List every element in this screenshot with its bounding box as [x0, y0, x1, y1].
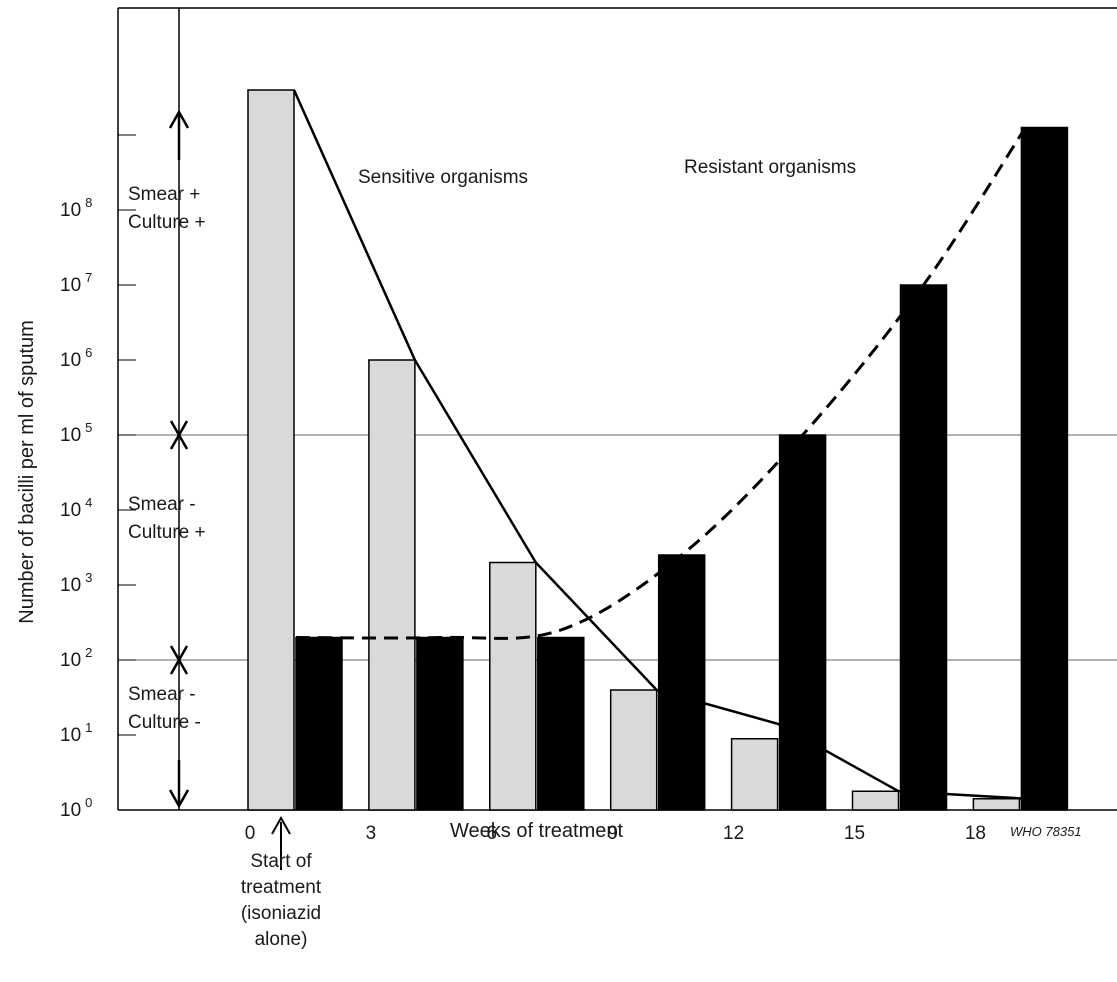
- zone-label-0: Smear +: [128, 184, 200, 205]
- credit-label: WHO 78351: [1010, 824, 1082, 839]
- trend-lines: [292, 89, 1028, 800]
- x-tick-label: 0: [245, 823, 256, 844]
- y-tick-exponent: 2: [85, 645, 92, 660]
- resistant-bar-week-15: [899, 284, 948, 811]
- zone-label-0: Culture +: [128, 212, 206, 233]
- resistant-trend-line: [295, 126, 1027, 640]
- y-tick-exponent: 3: [85, 570, 92, 585]
- start-arrow-head-icon: [271, 815, 291, 835]
- y-tick-exponent: 6: [85, 345, 92, 360]
- zone-label-2: Culture -: [128, 712, 201, 733]
- resistant-bar-week-12: [778, 434, 827, 811]
- bar-layer: [247, 89, 1069, 811]
- annotation-line-4: alone): [255, 929, 308, 950]
- resistant-bar-week-9: [657, 554, 706, 811]
- sensitive-trend-line: [292, 89, 1028, 800]
- sensitive-bar-week-6: [489, 561, 537, 811]
- annotation-line-2: treatment: [241, 877, 322, 898]
- y-tick-label: 10 0: [60, 795, 92, 821]
- y-tick-exponent: 8: [85, 195, 92, 210]
- y-tick-label: 10 4: [60, 495, 92, 521]
- annotation-line-1: Start of: [250, 851, 312, 872]
- x-tick-labels: 0 3 6 9 12 15 18: [245, 823, 986, 844]
- zone-boundary-marker-icon: [169, 645, 189, 675]
- y-tick-label: 10 5: [60, 420, 92, 446]
- start-annotation: Start of treatment (isoniazid alone): [241, 815, 322, 950]
- sensitive-bar-week-9: [609, 689, 658, 811]
- sensitive-bar-week-15: [851, 790, 900, 811]
- y-tick-label: 10 8: [60, 195, 92, 221]
- series-label-sensitive: Sensitive organisms: [358, 167, 528, 188]
- resistant-bar-week-6: [537, 636, 585, 811]
- y-tick-exponent: 1: [85, 720, 92, 735]
- zone-boundary-marker-icon: [169, 420, 189, 450]
- x-tick-label: 9: [607, 823, 618, 844]
- sensitive-bar-week-12: [730, 738, 779, 811]
- annotation-line-3: (isoniazid: [241, 903, 321, 924]
- y-tick-label: 10 3: [60, 570, 92, 596]
- x-tick-label: 18: [965, 823, 986, 844]
- resistant-bar-week-3: [416, 636, 464, 811]
- y-tick-exponent: 7: [85, 270, 92, 285]
- zone-label-1: Smear -: [128, 494, 196, 515]
- y-tick-label: 10 2: [60, 645, 92, 671]
- x-axis-title: Weeks of treatment: [450, 820, 623, 842]
- zone-indicator: Smear + Culture + Smear - Culture + Smear - C…: [128, 8, 206, 810]
- y-tick-exponent: 4: [85, 495, 92, 510]
- resistant-bar-week-18: [1020, 126, 1069, 811]
- y-tick-label: 10 7: [60, 270, 92, 296]
- y-tick-label: 10 1: [60, 720, 92, 746]
- x-tick-label: 6: [487, 823, 498, 844]
- y-tick-exponent: 0: [85, 795, 92, 810]
- resistant-bar-week-0: [295, 636, 343, 811]
- sensitive-bar-week-18: [972, 798, 1021, 811]
- zone-label-2: Smear -: [128, 684, 196, 705]
- sensitive-bar-week-3: [368, 359, 416, 811]
- y-axis-title: Number of bacilli per ml of sputum: [16, 320, 38, 623]
- x-tick-label: 15: [844, 823, 865, 844]
- x-tick-label: 3: [366, 823, 377, 844]
- x-tick-label: 12: [723, 823, 744, 844]
- sensitive-bar-week-0: [247, 89, 295, 811]
- y-tick-label: 10 6: [60, 345, 92, 371]
- zone-label-1: Culture +: [128, 522, 206, 543]
- series-label-resistant: Resistant organisms: [684, 157, 856, 178]
- y-tick-exponent: 5: [85, 420, 92, 435]
